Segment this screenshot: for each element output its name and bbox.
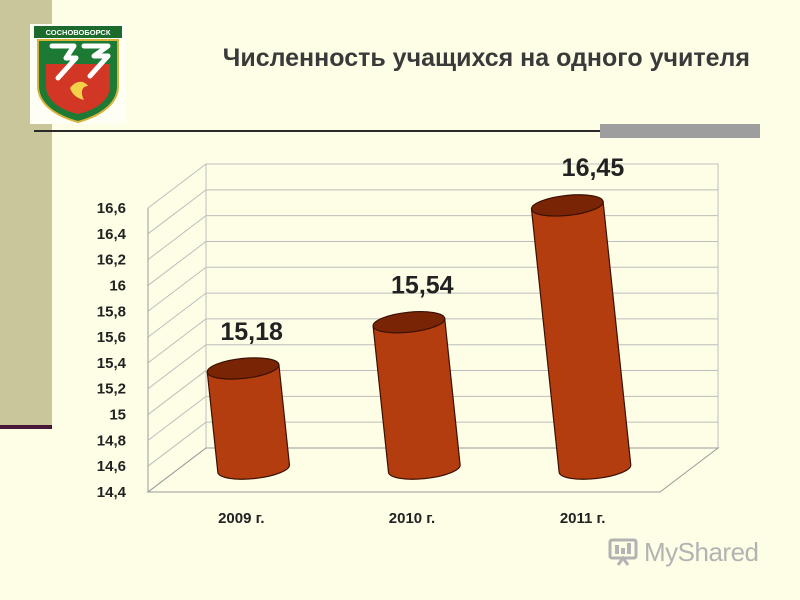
presentation-icon (608, 538, 638, 566)
y-tick-label: 16 (109, 277, 126, 294)
city-emblem-logo: СОСНОВОБОРСК (30, 24, 126, 124)
y-tick-label: 15 (109, 407, 126, 424)
y-tick-label: 15,8 (97, 303, 126, 320)
gridline (147, 215, 718, 261)
y-tick-label: 15,2 (97, 381, 126, 398)
bar-top (530, 194, 604, 217)
bar (372, 311, 461, 480)
x-tick-label: 2011 г. (560, 510, 606, 527)
x-tick-label: 2010 г. (389, 510, 435, 527)
slide-title: Численность учащихся на одного учителя (222, 44, 750, 72)
gridline (147, 395, 718, 441)
y-tick-label: 14,8 (97, 432, 126, 449)
data-label: 15,54 (391, 271, 454, 299)
bar-body (530, 200, 632, 480)
title-divider-accent (600, 124, 760, 138)
y-tick-label: 15,4 (97, 355, 127, 372)
gridline (147, 163, 718, 209)
gridline (147, 421, 718, 467)
bar-body (206, 364, 291, 480)
y-tick-label: 15,6 (97, 329, 126, 346)
bar (530, 194, 632, 480)
title-divider (34, 130, 760, 132)
x-axis-ticks: 2009 г. 2010 г. 2011 г. (218, 510, 605, 527)
y-tick-label: 14,6 (97, 458, 126, 475)
y-tick-label: 16,2 (97, 252, 126, 269)
watermark-text: MyShared (644, 536, 759, 567)
x-tick-label: 2009 г. (218, 510, 264, 527)
chart-floor (146, 447, 720, 493)
side-band-rule (0, 425, 52, 429)
y-tick-label: 14,4 (97, 484, 127, 501)
emblem-caption: СОСНОВОБОРСК (46, 28, 111, 37)
data-label: 16,45 (562, 154, 625, 182)
watermark: MyShared (608, 536, 759, 568)
data-label: 15,18 (220, 318, 283, 346)
y-tick-label: 16,6 (97, 200, 126, 217)
gridline (147, 189, 718, 235)
bar-body (372, 317, 461, 480)
gridline (147, 370, 718, 415)
bar-top (372, 311, 446, 334)
bar-top (206, 357, 280, 380)
bar (206, 357, 291, 480)
chart-bars (206, 194, 632, 480)
y-tick-label: 16,4 (97, 226, 127, 243)
y-axis-ticks: 14,4 14,6 14,8 15 15,2 15,4 15,6 15,8 16 16,2 16,4… (97, 200, 127, 501)
chart-data-labels: 15,18 15,54 16,45 (220, 154, 624, 346)
